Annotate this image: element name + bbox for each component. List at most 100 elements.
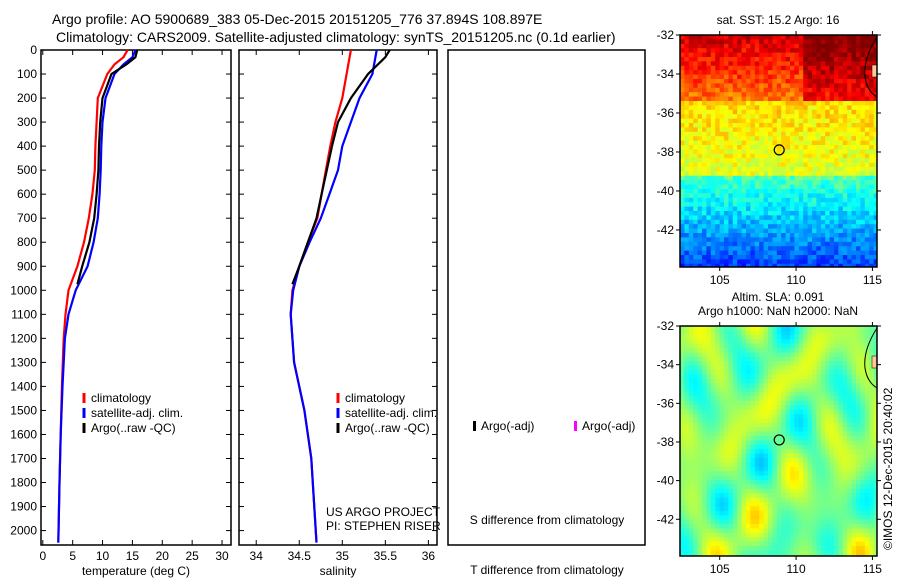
map-cell — [807, 458, 813, 463]
map-cell — [847, 361, 853, 367]
map-cell — [693, 422, 699, 428]
map-cell — [812, 184, 817, 190]
map-cell — [807, 237, 813, 243]
map-cell — [851, 546, 857, 551]
map-cell — [724, 158, 729, 164]
map-cell — [847, 502, 853, 507]
map-cell — [693, 392, 699, 397]
map-cell — [812, 123, 817, 128]
map-cell — [790, 550, 795, 556]
map-cell — [842, 255, 848, 260]
map-cell — [785, 175, 791, 181]
map-cell — [834, 259, 839, 265]
map-cell — [697, 409, 703, 415]
map-cell — [684, 87, 690, 93]
map-cell — [873, 162, 877, 168]
map-cell — [724, 219, 729, 225]
map-cell — [702, 83, 707, 89]
map-cell — [807, 263, 813, 267]
map-cell — [842, 462, 848, 468]
map-cell — [829, 387, 835, 393]
map-cell — [759, 546, 765, 551]
map-cell — [816, 458, 822, 463]
map-cell — [728, 175, 734, 181]
map-cell — [781, 361, 787, 367]
map-cell — [697, 326, 703, 331]
map-cell — [688, 39, 694, 45]
map-cell — [750, 427, 756, 433]
map-cell — [688, 202, 694, 208]
map-cell — [803, 436, 809, 441]
map-cell — [816, 118, 822, 124]
map-cell — [710, 39, 716, 45]
map-cell — [785, 392, 791, 397]
map-cell — [807, 184, 813, 190]
map-cell — [684, 431, 690, 437]
map-cell — [860, 35, 866, 40]
map-cell — [829, 140, 835, 146]
map-cell — [710, 65, 716, 71]
map-cell — [710, 480, 716, 485]
map-cell — [706, 541, 712, 547]
map-cell — [856, 484, 861, 490]
map-cell — [838, 219, 844, 225]
map-cell — [688, 370, 694, 375]
map-cell — [869, 537, 875, 543]
map-cell — [856, 334, 861, 340]
map-cell — [803, 202, 809, 208]
map-cell — [834, 96, 839, 102]
map-cell — [781, 246, 787, 252]
map-cell — [697, 79, 703, 84]
map-cell — [834, 109, 839, 115]
map-cell — [768, 246, 773, 252]
map-cell — [847, 515, 853, 521]
map-cell — [697, 480, 703, 485]
map-cell — [873, 449, 877, 455]
map-cell — [776, 493, 782, 499]
map-cell — [816, 136, 822, 142]
map-cell — [851, 131, 857, 137]
map-cell — [825, 145, 831, 150]
map-cell — [728, 101, 734, 106]
map-cell — [688, 131, 694, 137]
map-cell — [781, 184, 787, 190]
map-cell — [803, 131, 809, 137]
map-cell — [706, 444, 712, 450]
map-cell — [772, 74, 778, 80]
map-cell — [732, 334, 738, 340]
map-cell — [702, 114, 707, 120]
map-cell — [816, 409, 822, 415]
map-cell — [768, 65, 773, 71]
map-cell — [728, 57, 734, 62]
map-cell — [790, 365, 795, 371]
map-cell — [724, 431, 729, 437]
map-cell — [741, 136, 747, 142]
map-cell — [825, 515, 831, 521]
map-cell — [737, 383, 743, 389]
map-cell — [838, 215, 844, 221]
map-cell — [790, 348, 795, 353]
map-cell — [851, 96, 857, 102]
map-cell — [728, 449, 734, 455]
map-cell — [803, 263, 809, 267]
map-cell — [834, 414, 839, 419]
map-cell — [798, 387, 804, 393]
map-cell — [680, 145, 685, 150]
map-cell — [812, 87, 817, 93]
map-cell — [860, 171, 866, 177]
map-cell — [750, 70, 756, 76]
map-cell — [693, 330, 699, 336]
map-cell — [785, 52, 791, 58]
map-cell — [781, 453, 787, 459]
map-cell — [715, 431, 721, 437]
map-cell — [798, 87, 804, 93]
map-cell — [737, 127, 743, 133]
map-cell — [847, 105, 853, 111]
map-cell — [838, 224, 844, 230]
map-cell — [834, 153, 839, 159]
map-cell — [812, 497, 817, 503]
map-cell — [772, 241, 778, 247]
map-cell — [856, 326, 861, 331]
map-cell — [715, 356, 721, 362]
map-cell — [803, 427, 809, 433]
